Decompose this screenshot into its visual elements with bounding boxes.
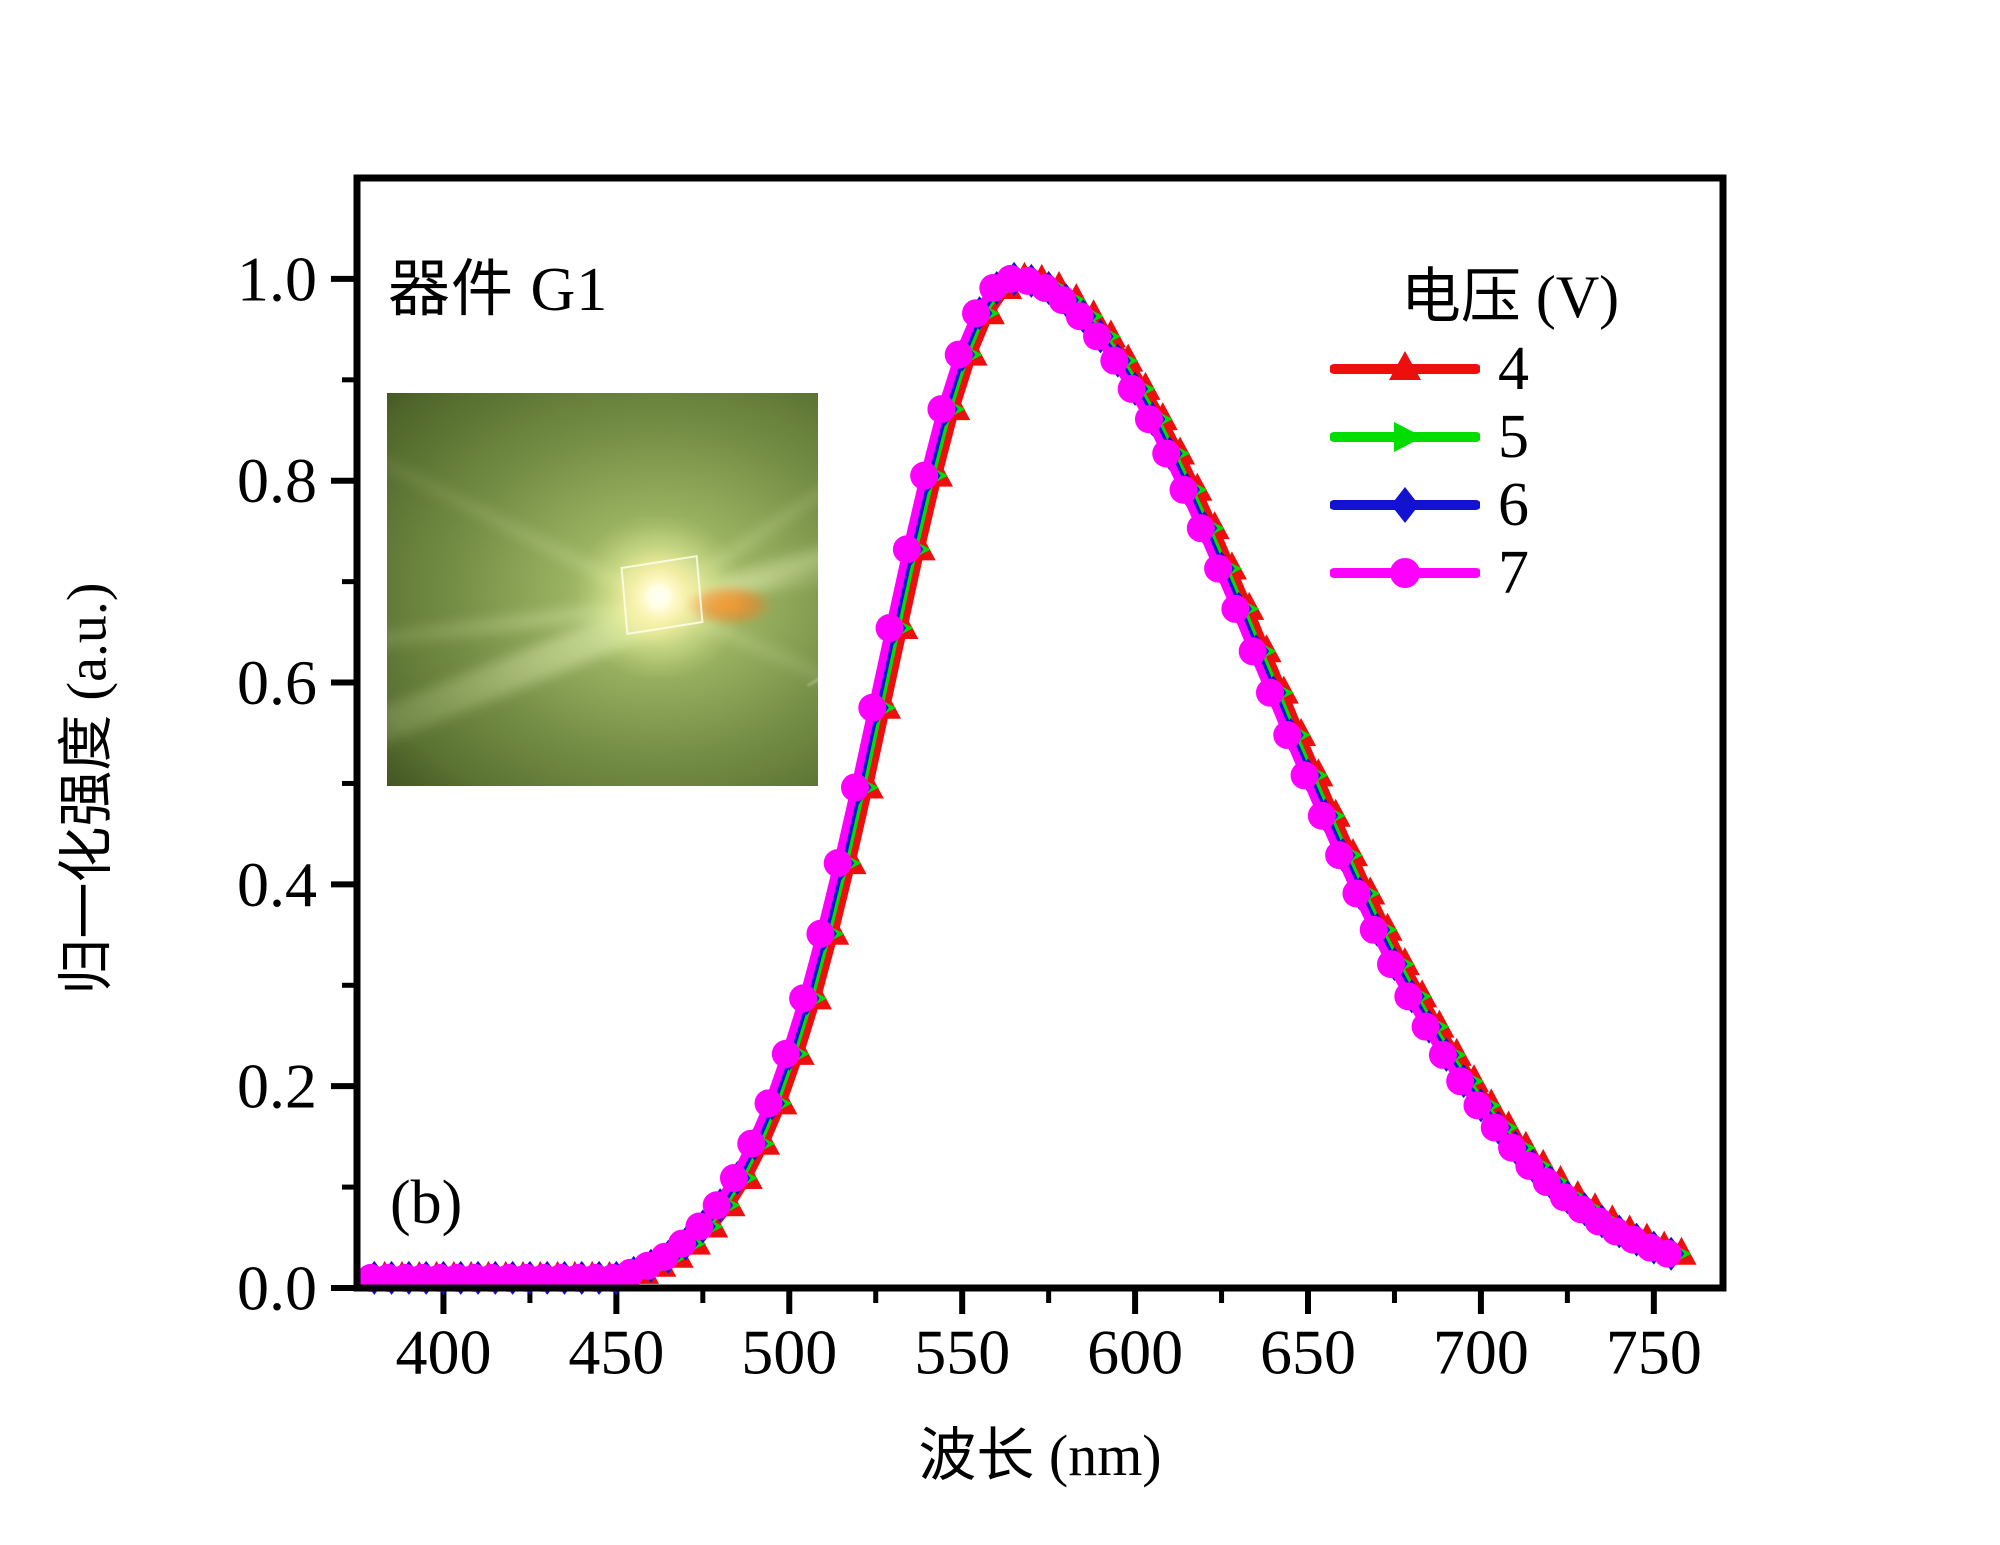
device-label: 器件 G1 bbox=[388, 256, 609, 324]
legend-item: 7 bbox=[1330, 539, 1690, 607]
x-axis-label: 波长 (nm) bbox=[918, 1423, 1162, 1488]
svg-text:650: 650 bbox=[1260, 1317, 1356, 1388]
svg-text:750: 750 bbox=[1606, 1317, 1702, 1388]
inset-photo bbox=[387, 393, 818, 786]
svg-text:500: 500 bbox=[741, 1317, 837, 1388]
legend-marker-5v-icon bbox=[1330, 422, 1480, 452]
legend-item-label: 6 bbox=[1498, 471, 1529, 539]
legend-item-label: 4 bbox=[1498, 335, 1529, 403]
svg-text:0.0: 0.0 bbox=[237, 1253, 317, 1324]
legend-marker-6v-icon bbox=[1330, 487, 1480, 523]
svg-text:1.0: 1.0 bbox=[237, 243, 317, 314]
legend-marker-7v-icon bbox=[1330, 558, 1480, 588]
svg-text:0.2: 0.2 bbox=[237, 1051, 317, 1122]
svg-text:0.6: 0.6 bbox=[237, 647, 317, 718]
panel-label: (b) bbox=[390, 1169, 463, 1237]
svg-text:600: 600 bbox=[1087, 1317, 1183, 1388]
legend: 电压 (V) 4 5 6 7 bbox=[1330, 248, 1690, 607]
svg-text:0.4: 0.4 bbox=[237, 849, 317, 920]
y-axis-label: 归一化强度 (a.u.) bbox=[56, 582, 119, 995]
svg-text:450: 450 bbox=[568, 1317, 664, 1388]
svg-text:550: 550 bbox=[914, 1317, 1010, 1388]
legend-item: 6 bbox=[1330, 471, 1690, 539]
legend-item-label: 7 bbox=[1498, 539, 1529, 607]
svg-text:0.8: 0.8 bbox=[237, 445, 317, 516]
svg-text:700: 700 bbox=[1433, 1317, 1529, 1388]
legend-item: 4 bbox=[1330, 335, 1690, 403]
legend-item-label: 5 bbox=[1498, 403, 1529, 471]
legend-marker-4v-icon bbox=[1330, 351, 1480, 380]
legend-item: 5 bbox=[1330, 403, 1690, 471]
legend-title: 电压 (V) bbox=[1400, 264, 1620, 330]
svg-text:400: 400 bbox=[395, 1317, 491, 1388]
photo-vignette bbox=[387, 393, 818, 786]
